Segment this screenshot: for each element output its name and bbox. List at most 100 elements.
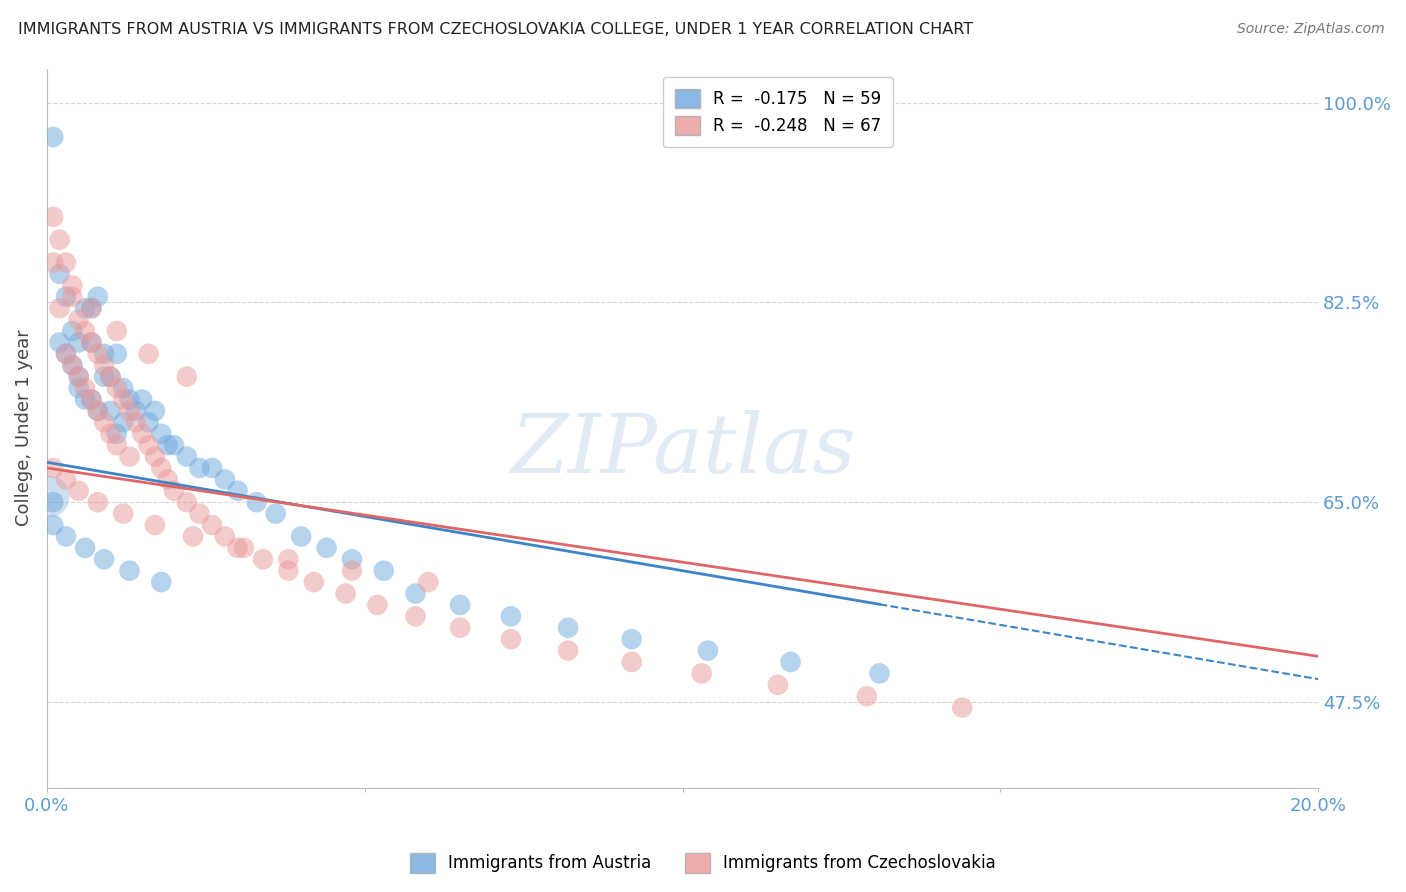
Point: [131, 392, 153, 407]
Point: [87, 404, 110, 418]
Point: [335, 586, 357, 600]
Point: [55, 529, 77, 543]
Point: [55, 472, 77, 486]
Point: [80, 392, 103, 407]
Point: [499, 609, 522, 624]
Point: [87, 290, 110, 304]
Point: [156, 438, 179, 452]
Point: [73, 541, 96, 555]
Point: [80, 301, 103, 316]
Point: [226, 483, 249, 498]
Point: [42, 210, 65, 224]
Point: [67, 381, 90, 395]
Point: [60, 324, 83, 338]
Point: [697, 643, 720, 657]
Point: [176, 369, 198, 384]
Legend: R =  -0.175   N = 59, R =  -0.248   N = 67: R = -0.175 N = 59, R = -0.248 N = 67: [664, 77, 893, 147]
Point: [100, 369, 122, 384]
Point: [67, 335, 90, 350]
Point: [143, 518, 166, 533]
Point: [67, 312, 90, 326]
Point: [73, 381, 96, 395]
Point: [60, 278, 83, 293]
Point: [315, 541, 337, 555]
Point: [100, 369, 122, 384]
Point: [105, 324, 128, 338]
Point: [80, 392, 103, 407]
Point: [73, 324, 96, 338]
Point: [131, 426, 153, 441]
Point: [125, 404, 148, 418]
Point: [42, 518, 65, 533]
Point: [73, 392, 96, 407]
Point: [48, 335, 70, 350]
Point: [226, 541, 249, 555]
Point: [93, 552, 115, 566]
Point: [366, 598, 388, 612]
Point: [449, 598, 471, 612]
Point: [620, 632, 643, 647]
Point: [67, 369, 90, 384]
Point: [125, 415, 148, 429]
Point: [150, 426, 173, 441]
Point: [42, 461, 65, 475]
Point: [449, 621, 471, 635]
Point: [201, 461, 224, 475]
Point: [93, 369, 115, 384]
Point: [87, 404, 110, 418]
Point: [405, 586, 427, 600]
Point: [118, 392, 141, 407]
Point: [73, 301, 96, 316]
Point: [80, 335, 103, 350]
Point: [105, 381, 128, 395]
Text: Source: ZipAtlas.com: Source: ZipAtlas.com: [1237, 22, 1385, 37]
Point: [163, 483, 186, 498]
Point: [67, 483, 90, 498]
Point: [143, 450, 166, 464]
Point: [93, 415, 115, 429]
Point: [105, 347, 128, 361]
Point: [201, 518, 224, 533]
Point: [418, 575, 440, 590]
Point: [290, 529, 312, 543]
Point: [118, 564, 141, 578]
Point: [499, 632, 522, 647]
Point: [277, 564, 299, 578]
Point: [93, 347, 115, 361]
Point: [112, 507, 135, 521]
Point: [60, 358, 83, 372]
Point: [118, 450, 141, 464]
Point: [690, 666, 713, 681]
Point: [138, 415, 160, 429]
Point: [869, 666, 891, 681]
Point: [38, 490, 60, 504]
Point: [55, 347, 77, 361]
Point: [42, 130, 65, 145]
Point: [87, 347, 110, 361]
Point: [80, 335, 103, 350]
Point: [252, 552, 274, 566]
Point: [48, 301, 70, 316]
Point: [156, 472, 179, 486]
Point: [138, 438, 160, 452]
Point: [80, 301, 103, 316]
Point: [67, 369, 90, 384]
Point: [87, 495, 110, 509]
Y-axis label: College, Under 1 year: College, Under 1 year: [15, 330, 32, 526]
Point: [42, 255, 65, 269]
Point: [232, 541, 254, 555]
Point: [48, 233, 70, 247]
Point: [150, 461, 173, 475]
Point: [557, 643, 579, 657]
Point: [214, 472, 236, 486]
Point: [60, 358, 83, 372]
Point: [150, 575, 173, 590]
Point: [856, 690, 879, 704]
Point: [176, 495, 198, 509]
Point: [118, 404, 141, 418]
Point: [620, 655, 643, 669]
Point: [340, 552, 363, 566]
Point: [277, 552, 299, 566]
Point: [48, 267, 70, 281]
Point: [60, 290, 83, 304]
